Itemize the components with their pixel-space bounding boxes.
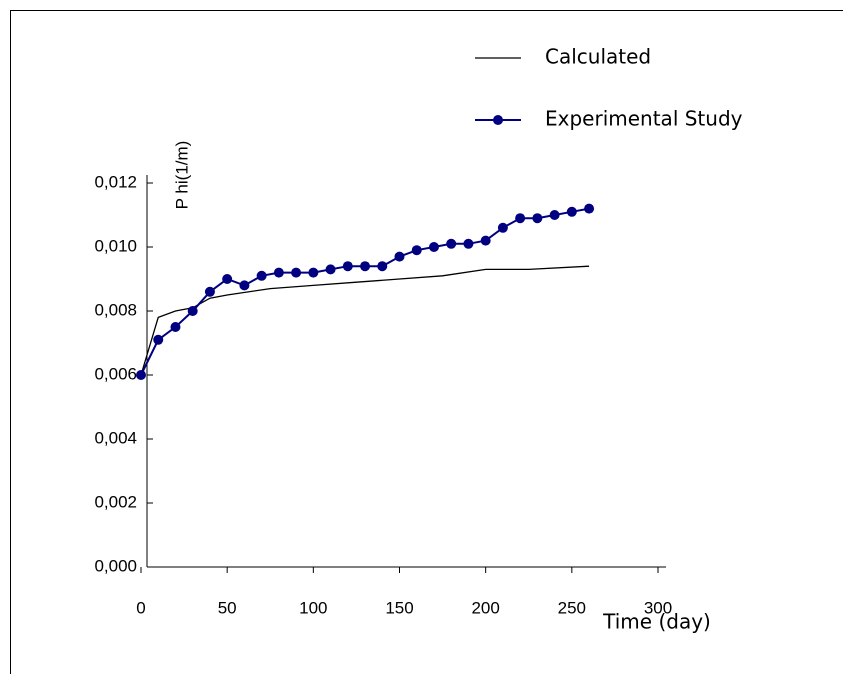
data-point bbox=[428, 242, 439, 252]
x-tick-label: 150 bbox=[385, 598, 413, 617]
data-point bbox=[153, 334, 164, 345]
y-axis-label: P hi(1/m) bbox=[172, 141, 191, 210]
data-point bbox=[532, 213, 543, 224]
data-point bbox=[170, 322, 181, 332]
legend-text: Experimental Study bbox=[545, 107, 743, 131]
data-point bbox=[308, 267, 319, 278]
y-tick-label: 0,010 bbox=[94, 236, 137, 255]
y-tick-label: 0,002 bbox=[94, 492, 137, 511]
x-tick-label: 50 bbox=[218, 598, 237, 617]
data-point bbox=[480, 235, 491, 246]
data-point bbox=[136, 370, 146, 380]
data-point bbox=[377, 261, 388, 272]
data-point bbox=[584, 203, 595, 214]
x-tick-label: 200 bbox=[471, 598, 499, 617]
data-point bbox=[187, 306, 198, 316]
data-point bbox=[566, 206, 577, 217]
data-point bbox=[463, 238, 474, 249]
data-point bbox=[360, 261, 371, 272]
data-point bbox=[394, 251, 405, 262]
y-tick-label: 0,000 bbox=[94, 556, 137, 575]
legend-text: Calculated bbox=[545, 45, 651, 69]
data-point bbox=[446, 238, 457, 249]
y-tick-label: 0,012 bbox=[94, 172, 137, 191]
series-line bbox=[140, 265, 590, 376]
legend-marker bbox=[493, 115, 503, 125]
data-point bbox=[342, 261, 353, 272]
data-point bbox=[273, 267, 284, 278]
y-tick-label: 0,006 bbox=[94, 364, 137, 383]
data-point bbox=[291, 267, 302, 278]
data-point bbox=[204, 286, 215, 297]
data-point bbox=[256, 270, 267, 281]
data-point bbox=[515, 213, 526, 224]
data-point bbox=[222, 274, 233, 284]
data-point bbox=[325, 264, 336, 275]
data-point bbox=[497, 222, 508, 233]
x-tick-label: 100 bbox=[299, 598, 327, 617]
y-tick-label: 0,008 bbox=[94, 300, 137, 319]
x-axis-label: Time (day) bbox=[602, 610, 711, 634]
x-tick-label: 300 bbox=[644, 598, 672, 617]
y-tick-label: 0,004 bbox=[94, 428, 137, 447]
data-point bbox=[411, 245, 422, 256]
x-tick-label: 0 bbox=[136, 598, 145, 617]
data-point bbox=[239, 280, 250, 291]
x-tick-label: 250 bbox=[558, 598, 586, 617]
data-point bbox=[549, 210, 560, 220]
